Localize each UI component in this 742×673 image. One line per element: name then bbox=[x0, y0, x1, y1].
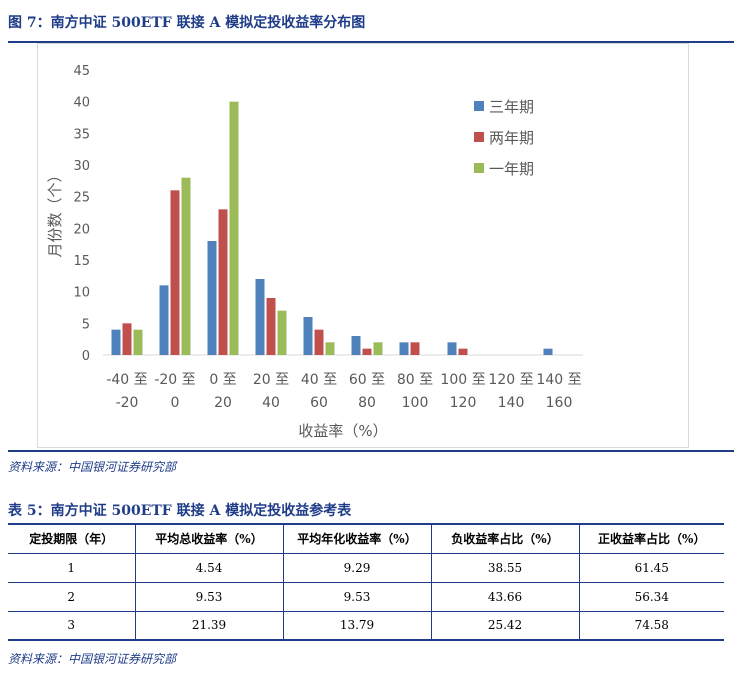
figure-source: 资料来源：中国银河证券研究部 bbox=[8, 460, 177, 474]
y-tick-label: 0 bbox=[82, 349, 90, 364]
table-header-row: 定投期限（年） 平均总收益率（%） 平均年化收益率（%） 负收益率占比（%） 正… bbox=[8, 524, 724, 553]
x-tick-label-line2: -20 bbox=[116, 395, 139, 411]
legend-label-0: 三年期 bbox=[489, 98, 534, 116]
table-cell: 43.66 bbox=[431, 582, 580, 611]
table-cell: 74.58 bbox=[634, 618, 669, 633]
table-cell: 25.42 bbox=[431, 611, 580, 640]
x-tick-label-line2: 80 bbox=[358, 395, 376, 411]
bar-2-1 bbox=[181, 177, 191, 355]
legend-swatch-1 bbox=[474, 132, 484, 142]
y-tick-label: 10 bbox=[73, 286, 90, 301]
x-tick-label-line2: 60 bbox=[310, 395, 328, 411]
x-tick-label: -40 至 bbox=[106, 372, 147, 388]
bar-0-5 bbox=[351, 336, 361, 355]
table-row: 2 9.53 9.53 43.66 56.34 bbox=[8, 582, 724, 611]
x-tick-label-line2: 160 bbox=[546, 395, 573, 411]
table-cell: 2 bbox=[8, 582, 136, 611]
y-tick-label: 20 bbox=[73, 222, 90, 237]
table-cell: 13.79 bbox=[283, 611, 432, 640]
table-cell: 3 bbox=[8, 611, 136, 640]
bar-0-6 bbox=[399, 342, 409, 355]
bar-0-4 bbox=[303, 317, 313, 355]
bar-1-3 bbox=[266, 298, 276, 355]
table-cell: 9.53 bbox=[283, 582, 432, 611]
x-tick-label: 120 至 bbox=[488, 372, 533, 388]
bar-1-1 bbox=[170, 190, 180, 355]
x-tick-label-line2: 120 bbox=[450, 395, 477, 411]
table-cell: 9.29 bbox=[283, 553, 432, 582]
header-negative-share: 负收益率占比（%） bbox=[431, 524, 580, 553]
table-cell: 21.39 bbox=[135, 611, 284, 640]
table-cell: 38.55 bbox=[431, 553, 580, 582]
header-avg-total-return: 平均总收益率（%） bbox=[135, 524, 284, 553]
table-title: 表 5：南方中证 500ETF 联接 A 模拟定投收益参考表 bbox=[8, 503, 352, 519]
header-avg-annual-return: 平均年化收益率（%） bbox=[283, 524, 432, 553]
header-positive-share: 正收益率占比（%） bbox=[598, 532, 706, 547]
table-row: 3 21.39 13.79 25.42 74.58 bbox=[8, 611, 724, 640]
chart-frame: 0 5 10 15 20 25 30 35 40 45 -40 至 -20 -20 至 0 0 至 20 20 … bbox=[37, 43, 689, 448]
returns-table: 定投期限（年） 平均总收益率（%） 平均年化收益率（%） 负收益率占比（%） 正… bbox=[8, 523, 724, 641]
x-tick-label-line2: 140 bbox=[498, 395, 525, 411]
x-tick-label: 100 至 bbox=[440, 372, 485, 388]
x-tick-label-line2: 100 bbox=[402, 395, 429, 411]
y-tick-label: 40 bbox=[73, 96, 90, 111]
bar-2-4 bbox=[325, 342, 335, 355]
x-tick-label: 140 至 bbox=[536, 372, 581, 388]
legend-swatch-0 bbox=[474, 101, 484, 111]
y-tick-label: 35 bbox=[73, 127, 90, 142]
x-tick-label: 0 至 bbox=[209, 372, 236, 388]
bar-0-3 bbox=[255, 279, 265, 355]
figure-title-rule bbox=[8, 41, 734, 43]
x-tick-label: 80 至 bbox=[397, 372, 433, 388]
figure-bottom-rule bbox=[8, 450, 734, 452]
table-source: 资料来源：中国银河证券研究部 bbox=[8, 652, 177, 666]
bar-1-7 bbox=[458, 348, 468, 355]
y-axis-title: 月份数（个） bbox=[46, 167, 64, 257]
x-tick-label-line2: 0 bbox=[171, 395, 180, 411]
legend-swatch-2 bbox=[474, 163, 484, 173]
bar-0-7 bbox=[447, 342, 457, 355]
x-tick-label-line2: 20 bbox=[214, 395, 232, 411]
bar-1-5 bbox=[362, 348, 372, 355]
legend-label-1: 两年期 bbox=[489, 129, 534, 147]
x-tick-label: 60 至 bbox=[349, 372, 385, 388]
x-axis-title: 收益率（%） bbox=[298, 422, 387, 440]
y-tick-label: 15 bbox=[73, 254, 90, 269]
bar-2-2 bbox=[229, 101, 239, 355]
table-cell: 9.53 bbox=[135, 582, 284, 611]
bar-1-0 bbox=[122, 323, 132, 355]
header-period: 定投期限（年） bbox=[8, 524, 136, 553]
y-tick-label: 45 bbox=[73, 64, 90, 79]
x-tick-label: -20 至 bbox=[154, 372, 195, 388]
table-cell: 61.45 bbox=[634, 560, 669, 575]
bar-2-0 bbox=[133, 329, 143, 355]
table-row: 1 4.54 9.29 38.55 61.45 bbox=[8, 553, 724, 582]
y-tick-label: 25 bbox=[73, 191, 90, 206]
bar-2-3 bbox=[277, 310, 287, 355]
bar-0-1 bbox=[159, 285, 169, 355]
x-tick-label-line2: 40 bbox=[262, 395, 280, 411]
figure-title: 图 7：南方中证 500ETF 联接 A 模拟定投收益率分布图 bbox=[8, 15, 366, 31]
table-cell: 1 bbox=[8, 553, 136, 582]
y-tick-label: 5 bbox=[82, 317, 90, 332]
y-tick-label: 30 bbox=[73, 159, 90, 174]
bar-1-4 bbox=[314, 329, 324, 355]
bar-chart: 0 5 10 15 20 25 30 35 40 45 -40 至 -20 -20 至 0 0 至 20 20 … bbox=[46, 64, 583, 440]
x-tick-label: 20 至 bbox=[253, 372, 289, 388]
bar-0-2 bbox=[207, 241, 217, 355]
x-tick-label: 40 至 bbox=[301, 372, 337, 388]
bar-1-6 bbox=[410, 342, 420, 355]
bar-0-9 bbox=[543, 348, 553, 355]
bar-1-2 bbox=[218, 209, 228, 355]
bar-0-0 bbox=[111, 329, 121, 355]
table-cell: 4.54 bbox=[135, 553, 284, 582]
table-cell: 56.34 bbox=[634, 589, 669, 604]
legend-label-2: 一年期 bbox=[489, 160, 534, 178]
bar-2-5 bbox=[373, 342, 383, 355]
